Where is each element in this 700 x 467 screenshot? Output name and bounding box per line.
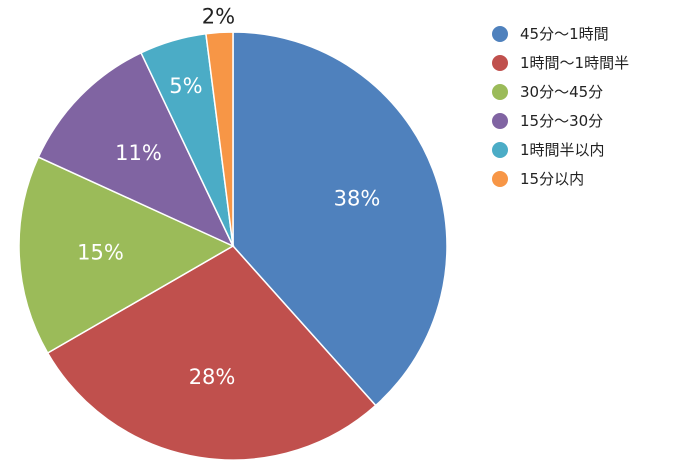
legend-label: 15分～30分 [520,112,603,130]
legend-marker [492,84,508,100]
legend-marker [492,171,508,187]
legend-marker [492,142,508,158]
pie-slice [18,156,235,355]
slice-label: 38% [334,187,381,211]
legend-label: 30分～45分 [520,83,603,101]
legend-marker [492,55,508,71]
legend-label: 45分～1時間 [520,25,609,43]
pie-slice [46,245,377,461]
pie-slice [232,31,448,407]
slice-label: 11% [115,141,162,165]
legend-label: 1時間半以内 [520,141,605,159]
legend-label: 15分以内 [520,170,584,188]
legend: 45分～1時間 1時間～1時間半 30分～45分 15分～30分 1時間半以内 15分以内 [492,25,629,188]
slice-labels: 38% 28% 15% 11% 5% 2% [77,4,380,389]
pie-slices [18,31,448,461]
legend-label: 1時間～1時間半 [520,54,629,72]
slice-label: 5% [169,74,202,98]
legend-marker [492,113,508,129]
slice-label: 2% [202,4,235,28]
legend-marker [492,26,508,42]
pie-slice [37,51,235,248]
slice-label: 15% [77,240,124,264]
pie-slice [205,31,234,247]
slice-label: 28% [189,365,236,389]
